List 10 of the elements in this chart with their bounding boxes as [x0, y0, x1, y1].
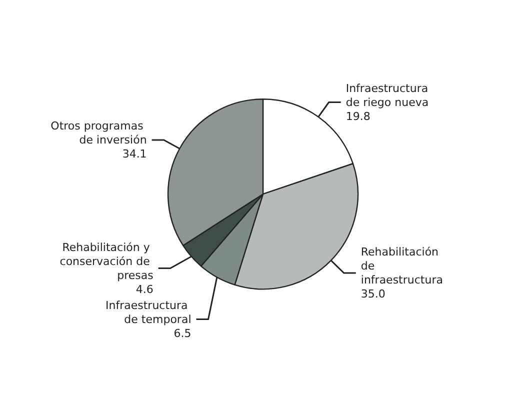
slice-label: Infraestructura de temporal	[106, 298, 192, 326]
slice-label: Rehabilitación de infraestructura	[360, 245, 443, 286]
data-label: 19.8	[346, 110, 370, 123]
slice-label: Otros programas de inversión	[50, 119, 147, 146]
slice-label: Rehabilitación y conservación de presas	[60, 240, 154, 282]
data-label: 35.0	[360, 287, 386, 300]
data-label: 4.6	[136, 282, 154, 296]
data-label: 34.1	[122, 147, 147, 160]
slice-label: Infraestructura de riego nueva	[346, 82, 432, 109]
data-label: 6.5	[174, 326, 192, 340]
